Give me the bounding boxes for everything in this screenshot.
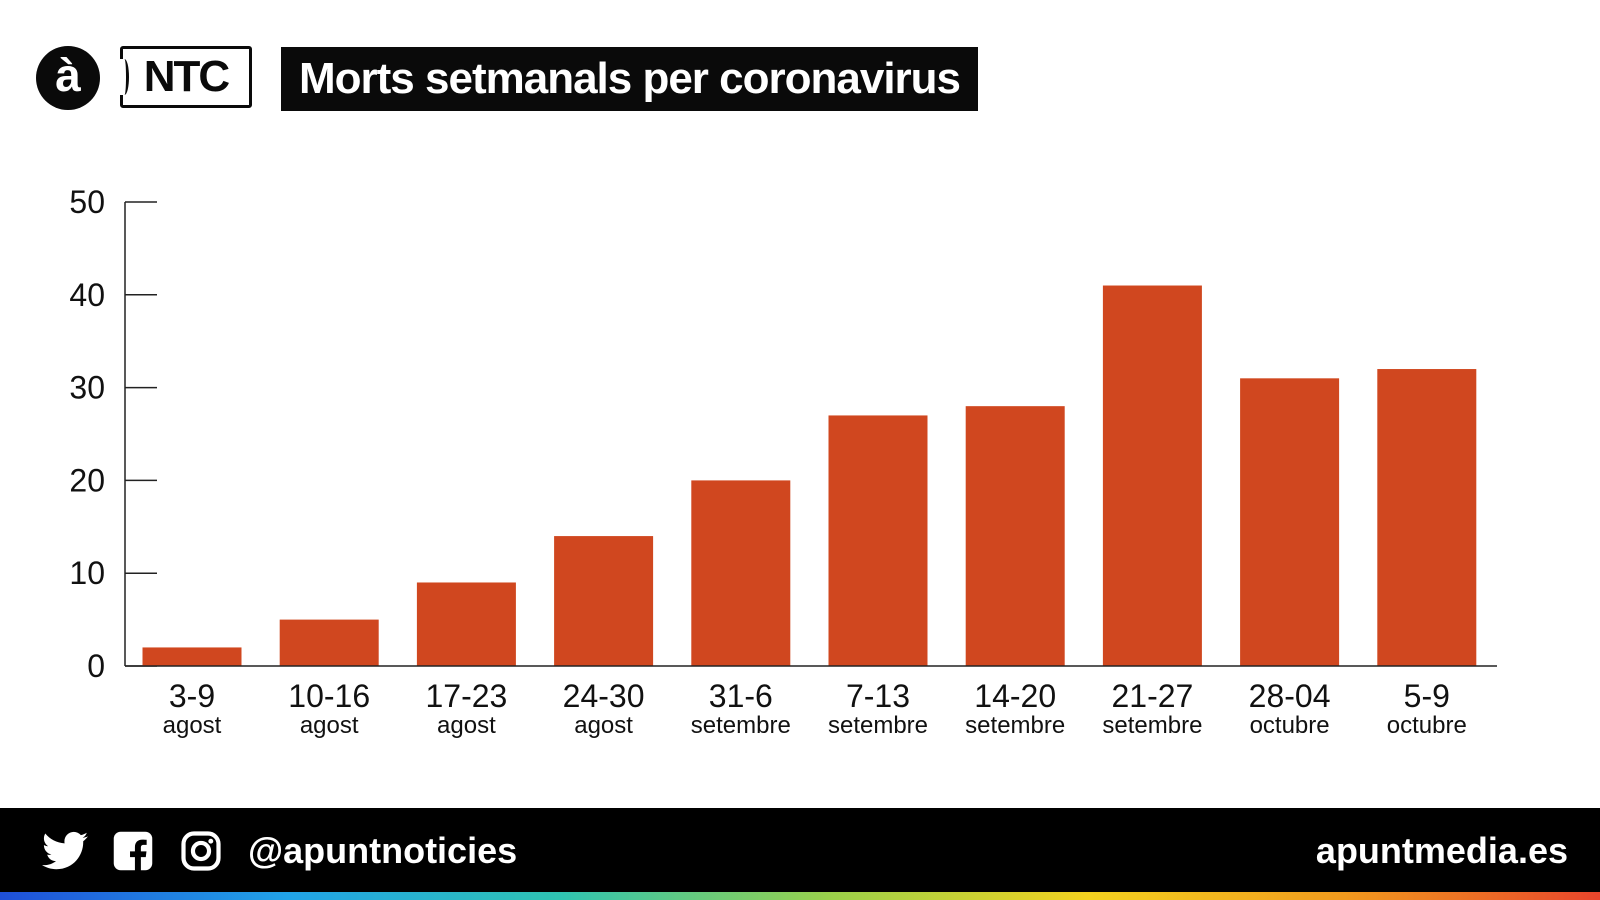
bars (142, 285, 1477, 666)
x-axis: 3-9agost10-16agost17-23agost24-30agost31… (125, 665, 1497, 739)
bar (1102, 285, 1202, 666)
chart-title: Morts setmanals per coronavirus (281, 47, 979, 111)
y-tick-label: 10 (69, 555, 105, 591)
website-link[interactable]: apuntmedia.es (1315, 830, 1568, 871)
x-tick-sublabel: setembre (965, 712, 1065, 739)
bar (142, 647, 242, 666)
x-tick-sublabel: agost (574, 712, 633, 739)
instagram-icon[interactable] (178, 828, 224, 874)
x-tick-sublabel: setembre (828, 712, 928, 739)
bar (416, 582, 516, 666)
y-tick-label: 40 (69, 277, 105, 313)
x-tick-sublabel: setembre (1102, 712, 1202, 739)
y-tick-label: 50 (69, 184, 105, 220)
color-stripe (0, 892, 1600, 900)
x-tick-label: 31-6 (709, 678, 773, 714)
y-axis: 0 10 20 30 40 50 (69, 184, 157, 684)
x-tick-sublabel: agost (163, 712, 222, 739)
y-tick-label: 0 (87, 648, 105, 684)
x-tick-sublabel: setembre (691, 712, 791, 739)
x-tick-sublabel: octubre (1387, 712, 1467, 739)
x-tick-label: 17-23 (425, 678, 507, 714)
x-tick-sublabel: octubre (1250, 712, 1330, 739)
ntc-logo: NTC (120, 46, 252, 108)
x-tick-label: 5-9 (1404, 678, 1450, 714)
y-tick-label: 20 (69, 462, 105, 498)
bar (691, 480, 791, 666)
x-tick-sublabel: agost (437, 712, 496, 739)
x-tick-sublabel: agost (300, 712, 359, 739)
social-links: @apuntnoticies (42, 828, 517, 874)
x-tick-label: 7-13 (846, 678, 910, 714)
x-tick-label: 28-04 (1249, 678, 1331, 714)
bar (279, 619, 379, 666)
bar (1240, 378, 1340, 666)
bar (965, 406, 1065, 666)
bar (1377, 369, 1477, 666)
x-tick-label: 3-9 (169, 678, 215, 714)
x-tick-label: 14-20 (974, 678, 1056, 714)
twitter-icon[interactable] (42, 828, 88, 874)
y-tick-label: 30 (69, 370, 105, 406)
x-tick-label: 24-30 (563, 678, 645, 714)
a-punt-logo: à (36, 46, 100, 110)
x-tick-label: 21-27 (1111, 678, 1193, 714)
bar (554, 536, 654, 666)
footer: @apuntnoticies apuntmedia.es (0, 808, 1600, 900)
social-handle[interactable]: @apuntnoticies (248, 830, 518, 871)
header: à NTC Morts setmanals per coronavirus (0, 0, 1600, 130)
bar (828, 415, 928, 666)
facebook-icon[interactable] (110, 828, 156, 874)
x-tick-label: 10-16 (288, 678, 370, 714)
